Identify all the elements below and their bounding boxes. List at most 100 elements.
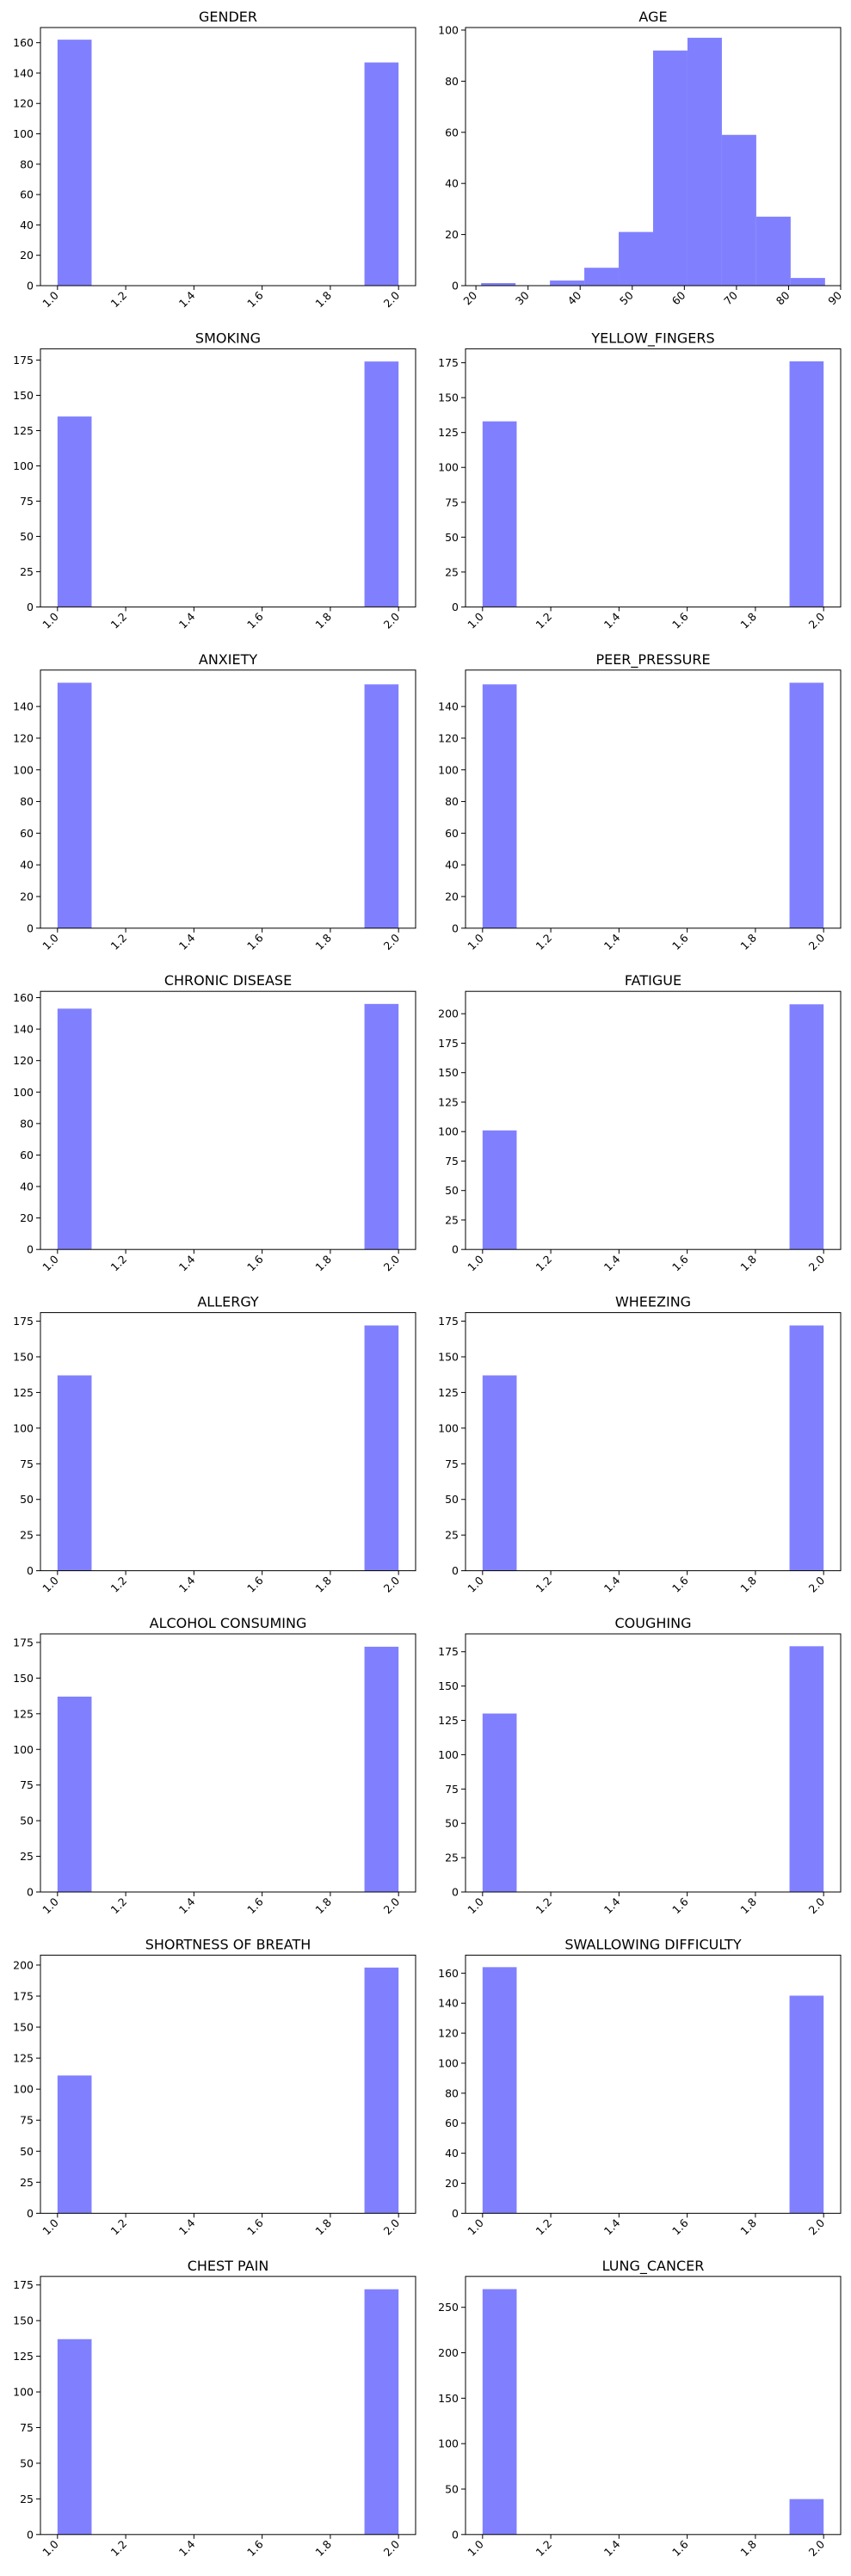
axes-frame	[465, 27, 842, 287]
histogram-bar	[755, 216, 791, 286]
y-tick-label: 0	[452, 1564, 459, 1577]
y-tick-label: 80	[20, 795, 34, 808]
y-tick-label: 100	[13, 127, 34, 140]
x-tick-label: 1.2	[533, 1253, 555, 1274]
y-tick-label: 175	[438, 1645, 459, 1658]
x-tick-label: 2.0	[381, 610, 403, 632]
subplot-chronic-disease: CHRONIC DISEASE 0 20 40 60 80 100 120 140 160 1.0 1…	[13, 972, 416, 1273]
y-tick-label: 175	[438, 356, 459, 369]
histogram-bar	[482, 2289, 517, 2535]
x-tick-label: 1.4	[176, 2216, 198, 2238]
x-tick-label: 90	[825, 288, 844, 307]
y-tick-label: 100	[438, 23, 459, 36]
subplot-anxiety: ANXIETY 0 20 40 60 80 100 120 140 1.0 1.2 1.4 1.6 1.8…	[13, 651, 416, 952]
y-tick-label: 100	[438, 1125, 459, 1138]
x-tick-label: 2.0	[381, 931, 403, 952]
y-tick-label: 150	[13, 1672, 34, 1685]
y-tick-label: 25	[20, 2493, 34, 2505]
subplot-fatigue: FATIGUE 0 25 50 75 100 125 150 175 200 1.0 1.2 1.4 1.…	[438, 972, 842, 1274]
x-tick-label: 1.4	[601, 1895, 623, 1916]
y-tick-label: 50	[20, 2456, 34, 2469]
y-tick-label: 25	[20, 1529, 34, 1542]
y-tick-label: 100	[13, 2386, 34, 2399]
y-tick-label: 100	[13, 1086, 34, 1099]
axes-frame	[40, 27, 416, 287]
subplot-title: FATIGUE	[625, 972, 681, 989]
x-tick-label: 1.0	[40, 2216, 61, 2238]
y-tick-label: 75	[445, 496, 459, 508]
y-tick-label: 175	[13, 1636, 34, 1649]
y-tick-label: 60	[20, 827, 34, 840]
x-tick-label: 2.0	[381, 2537, 403, 2559]
x-tick-label: 1.0	[465, 610, 486, 632]
x-tick-label: 2.0	[381, 2216, 403, 2238]
axes-frame	[40, 1312, 416, 1572]
y-tick-label: 120	[438, 731, 459, 744]
x-tick-label: 1.8	[312, 1895, 334, 1916]
x-tick-label: 2.0	[381, 1574, 403, 1595]
y-tick-label: 75	[20, 1778, 34, 1791]
x-tick-label: 1.4	[176, 1895, 198, 1916]
subplot-peer-pressure: PEER_PRESSURE 0 20 40 60 80 100 120 140 1.0 1.2 1.4…	[438, 651, 842, 952]
y-tick-label: 20	[20, 890, 34, 903]
x-tick-label: 80	[774, 288, 792, 307]
y-tick-label: 100	[438, 763, 459, 776]
y-tick-label: 120	[13, 1054, 34, 1067]
x-tick-label: 1.2	[108, 931, 130, 952]
axes-frame	[465, 1312, 842, 1572]
subplot-shortness-of-breath: SHORTNESS OF BREATH 0 25 50 75 100 125 150 175 20…	[13, 1936, 416, 2238]
x-tick-label: 1.6	[244, 288, 266, 310]
axes-frame	[465, 990, 842, 1250]
y-tick-label: 25	[445, 1213, 459, 1226]
y-tick-label: 100	[13, 763, 34, 776]
x-tick-label: 1.2	[108, 2216, 130, 2238]
x-tick-label: 1.6	[244, 610, 266, 632]
x-tick-label: 1.0	[40, 288, 61, 310]
x-tick-label: 2.0	[806, 2216, 828, 2238]
histogram-bar	[789, 1004, 824, 1250]
axes-frame	[465, 1954, 842, 2214]
y-tick-label: 250	[438, 2301, 459, 2314]
y-tick-label: 140	[13, 700, 34, 713]
y-tick-label: 175	[13, 2278, 34, 2291]
x-tick-label: 30	[513, 288, 532, 307]
x-tick-label: 1.2	[533, 2537, 555, 2559]
x-tick-label: 1.6	[244, 2537, 266, 2559]
y-tick-label: 50	[445, 1184, 459, 1197]
y-tick-label: 75	[20, 1457, 34, 1470]
subplot-title: AGE	[638, 9, 667, 25]
y-tick-label: 50	[20, 530, 34, 543]
histogram-bar	[619, 231, 653, 286]
y-tick-label: 150	[438, 391, 459, 404]
histogram-bar	[687, 37, 722, 286]
x-tick-label: 1.2	[108, 1253, 130, 1274]
histogram-bar	[789, 1995, 824, 2214]
histogram-bar	[482, 1375, 517, 1571]
y-tick-label: 40	[445, 859, 459, 872]
histogram-bar	[364, 1325, 399, 1571]
histogram-bar	[364, 684, 399, 928]
subplot-title: ANXIETY	[199, 651, 257, 668]
x-tick-label: 1.8	[312, 2537, 334, 2559]
y-tick-label: 140	[438, 1997, 459, 2010]
subplot-title: ALLERGY	[197, 1294, 259, 1310]
histogram-bar	[550, 280, 585, 286]
y-tick-label: 100	[13, 459, 34, 472]
y-tick-label: 50	[445, 531, 459, 544]
x-tick-label: 1.2	[533, 2216, 555, 2238]
x-tick-label: 20	[460, 288, 479, 307]
x-tick-label: 1.8	[312, 288, 334, 310]
y-tick-label: 100	[438, 2056, 459, 2069]
subplot-alcohol-consuming: ALCOHOL CONSUMING 0 25 50 75 100 125 150 175 1.0 1…	[13, 1615, 416, 1916]
x-tick-label: 1.2	[108, 1574, 130, 1595]
y-tick-label: 125	[13, 1707, 34, 1720]
subplot-title: COUGHING	[615, 1615, 692, 1631]
histogram-bar	[364, 2289, 399, 2535]
subplot-title: SMOKING	[195, 330, 261, 346]
y-tick-label: 120	[438, 2027, 459, 2040]
subplot-swallowing-difficulty: SWALLOWING DIFFICULTY 0 20 40 60 80 100 120 140 1…	[438, 1936, 842, 2238]
y-tick-label: 0	[452, 2207, 459, 2220]
x-tick-label: 1.0	[465, 931, 486, 952]
y-tick-label: 150	[13, 389, 34, 402]
axes-frame	[465, 348, 842, 607]
